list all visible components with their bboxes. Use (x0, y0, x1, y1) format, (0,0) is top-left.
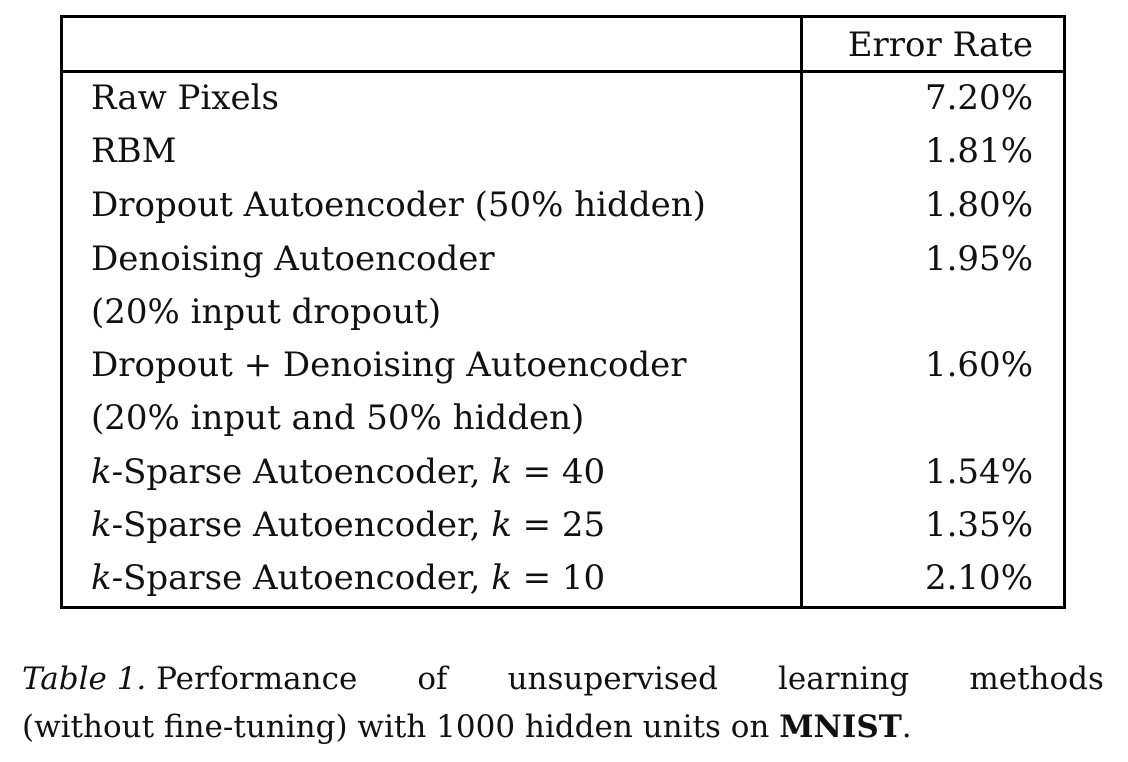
caption-end: . (901, 709, 912, 745)
k-value: = 40 (511, 452, 606, 492)
error-rate-dropout-autoencoder: 1.80% (924, 185, 1033, 225)
method-name: -Sparse Autoencoder, (111, 452, 492, 492)
method-denoising-autoencoder: Denoising Autoencoder (91, 239, 495, 279)
method-dropout-denoising-autoencoder-detail: (20% input and 50% hidden) (91, 398, 585, 438)
caption-word: learning (778, 661, 910, 697)
k-symbol: k (491, 452, 512, 492)
method-rbm: RBM (91, 131, 177, 171)
error-rate-dropout-denoising-autoencoder: 1.60% (924, 345, 1033, 385)
table-header-row: Error Rate (63, 18, 1063, 73)
k-prefix: k (91, 505, 112, 545)
k-prefix: k (91, 558, 112, 598)
method-dropout-autoencoder: Dropout Autoencoder (50% hidden) (91, 185, 706, 225)
error-rate-denoising-autoencoder: 1.95% (924, 239, 1033, 279)
caption-label-group: Table 1. Performance (22, 655, 357, 703)
column-divider (800, 18, 803, 606)
k-symbol: k (491, 558, 512, 598)
method-name: -Sparse Autoencoder, (111, 558, 492, 598)
k-value: = 10 (511, 558, 606, 598)
error-rate-k-sparse-25: 1.35% (924, 505, 1033, 545)
caption-word: methods (969, 661, 1104, 697)
caption-word: unsupervised (507, 661, 718, 697)
error-rate-k-sparse-40: 1.54% (924, 452, 1033, 492)
k-value: = 25 (511, 505, 606, 545)
error-rate-raw-pixels: 7.20% (924, 78, 1033, 118)
method-k-sparse-10: k-Sparse Autoencoder, k = 10 (91, 561, 605, 595)
method-name: -Sparse Autoencoder, (111, 505, 492, 545)
caption-word: Performance (156, 661, 358, 697)
method-k-sparse-25: k-Sparse Autoencoder, k = 25 (91, 508, 605, 542)
caption-line-1: Table 1. Performance of unsupervised lea… (22, 655, 1104, 703)
k-prefix: k (91, 452, 112, 492)
caption-label: Table 1. (22, 661, 147, 697)
k-symbol: k (491, 505, 512, 545)
method-denoising-autoencoder-detail: (20% input dropout) (91, 292, 442, 332)
caption-text: (without fine-tuning) with 1000 hidden u… (22, 709, 780, 745)
method-raw-pixels: Raw Pixels (91, 78, 279, 118)
caption-dataset: MNIST (779, 709, 902, 745)
error-rate-header: Error Rate (847, 25, 1033, 65)
caption-line-2: (without fine-tuning) with 1000 hidden u… (22, 703, 1106, 751)
results-table: Error Rate Raw Pixels 7.20% RBM 1.81% Dr… (60, 15, 1066, 609)
error-rate-rbm: 1.81% (924, 131, 1033, 171)
caption-word: of (417, 661, 448, 697)
method-dropout-denoising-autoencoder: Dropout + Denoising Autoencoder (91, 345, 687, 385)
table-caption: Table 1. Performance of unsupervised lea… (22, 655, 1106, 751)
error-rate-k-sparse-10: 2.10% (924, 558, 1033, 598)
method-k-sparse-40: k-Sparse Autoencoder, k = 40 (91, 455, 605, 489)
